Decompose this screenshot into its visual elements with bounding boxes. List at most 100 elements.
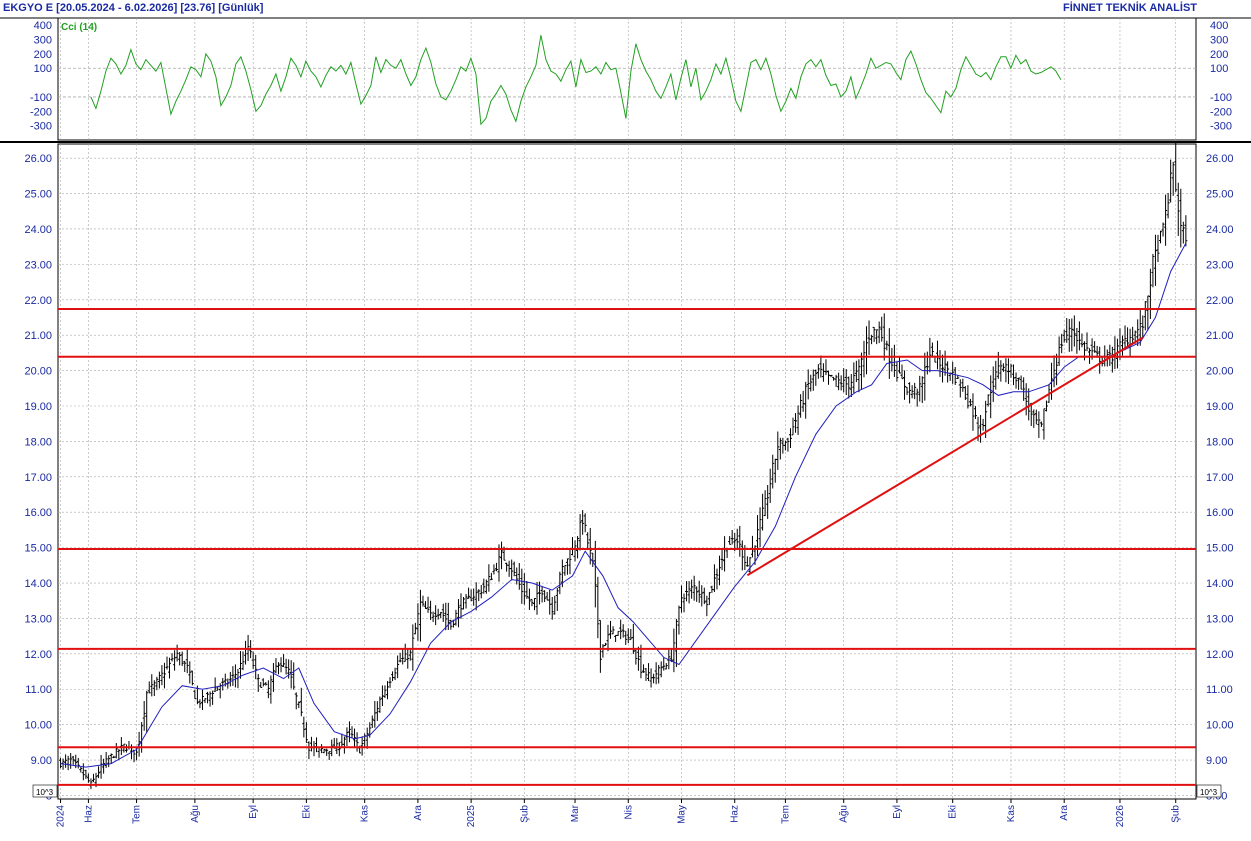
cci-line[interactable] — [90, 35, 1062, 126]
price-bar[interactable] — [302, 716, 306, 738]
price-bar[interactable] — [870, 334, 874, 345]
price-bar[interactable] — [1022, 377, 1026, 401]
trend-line[interactable] — [746, 336, 1144, 577]
price-bar[interactable] — [961, 378, 965, 392]
price-bar[interactable] — [636, 646, 640, 671]
price-bar[interactable] — [809, 374, 813, 392]
price-bar[interactable] — [124, 744, 128, 753]
price-bar[interactable] — [350, 726, 354, 739]
price-bar[interactable] — [1164, 194, 1168, 246]
price-bar[interactable] — [1093, 341, 1097, 353]
price-bar[interactable] — [421, 595, 425, 607]
price-bar[interactable] — [464, 593, 468, 609]
price-bar[interactable] — [953, 367, 957, 385]
price-bar[interactable] — [444, 602, 448, 631]
price-bar[interactable] — [1166, 193, 1170, 219]
price-bar[interactable] — [971, 393, 975, 431]
price-bar[interactable] — [1060, 333, 1064, 354]
price-bar[interactable] — [644, 668, 648, 681]
price-bar[interactable] — [821, 363, 825, 382]
price-bar[interactable] — [391, 671, 395, 682]
price-bar[interactable] — [294, 692, 298, 710]
price-bar[interactable] — [322, 748, 326, 754]
price-bar[interactable] — [859, 352, 863, 390]
price-bar[interactable] — [540, 586, 544, 603]
price-bar[interactable] — [1184, 215, 1188, 247]
price-bar[interactable] — [900, 364, 904, 380]
price-bar[interactable] — [596, 576, 600, 639]
price-bar[interactable] — [416, 603, 420, 641]
price-bar[interactable] — [553, 595, 557, 615]
price-bar[interactable] — [482, 578, 486, 594]
price-bar[interactable] — [142, 700, 146, 731]
price-bar[interactable] — [1098, 346, 1102, 374]
price-bar[interactable] — [768, 468, 772, 503]
price-bar[interactable] — [989, 375, 993, 419]
price-bar[interactable] — [424, 601, 428, 610]
price-bar[interactable] — [750, 535, 754, 558]
price-bar[interactable] — [801, 390, 805, 412]
price-bar[interactable] — [119, 737, 123, 756]
price-bar[interactable] — [854, 360, 858, 383]
price-bar[interactable] — [771, 454, 775, 489]
price-bar[interactable] — [525, 580, 529, 599]
price-bar[interactable] — [383, 685, 387, 698]
price-bar[interactable] — [609, 620, 613, 639]
price-bar[interactable] — [297, 701, 301, 708]
price-bar[interactable] — [687, 581, 691, 604]
price-bar[interactable] — [1146, 295, 1150, 331]
price-bar[interactable] — [892, 344, 896, 377]
price-bar[interactable] — [872, 326, 876, 343]
price-bar[interactable] — [147, 681, 151, 694]
price-bar[interactable] — [264, 681, 268, 686]
price-bar[interactable] — [81, 763, 85, 781]
price-bar[interactable] — [515, 567, 519, 585]
price-bar[interactable] — [472, 588, 476, 606]
price-bar[interactable] — [1156, 234, 1160, 263]
price-bar[interactable] — [913, 382, 917, 400]
price-bar[interactable] — [380, 685, 384, 707]
price-bar[interactable] — [571, 537, 575, 556]
price-bar[interactable] — [852, 362, 856, 393]
price-bar[interactable] — [826, 370, 830, 385]
price-bar[interactable] — [707, 592, 711, 605]
price-bar[interactable] — [406, 649, 410, 669]
price-bar[interactable] — [193, 690, 197, 700]
price-bar[interactable] — [213, 677, 217, 693]
price-bar[interactable] — [165, 656, 169, 670]
price-bar[interactable] — [1042, 408, 1046, 440]
price-bar[interactable] — [1065, 318, 1069, 343]
price-bar[interactable] — [740, 540, 744, 571]
price-bar[interactable] — [877, 321, 881, 344]
price-bar[interactable] — [522, 573, 526, 605]
price-bar[interactable] — [834, 374, 838, 387]
price-bar[interactable] — [819, 355, 823, 378]
price-bar[interactable] — [469, 589, 473, 602]
price-bar[interactable] — [799, 394, 803, 418]
price-bar[interactable] — [652, 673, 656, 684]
price-bar[interactable] — [634, 650, 638, 665]
price-bar[interactable] — [920, 376, 924, 404]
price-bar[interactable] — [190, 670, 194, 686]
price-bar[interactable] — [700, 585, 704, 607]
price-bar[interactable] — [994, 360, 998, 390]
price-bar[interactable] — [505, 562, 509, 572]
price-bar[interactable] — [573, 540, 577, 562]
price-bar[interactable] — [593, 540, 597, 608]
price-bar[interactable] — [603, 642, 607, 647]
price-bar[interactable] — [545, 591, 549, 601]
price-bar[interactable] — [309, 736, 313, 752]
price-bar[interactable] — [705, 595, 709, 617]
price-bar[interactable] — [206, 691, 210, 704]
price-bar[interactable] — [84, 769, 88, 779]
price-bar[interactable] — [535, 581, 539, 615]
price-bar[interactable] — [479, 584, 483, 599]
price-bar[interactable] — [456, 599, 460, 628]
price-bar[interactable] — [393, 667, 397, 681]
price-bar[interactable] — [145, 690, 149, 733]
price-bar[interactable] — [152, 680, 156, 697]
price-bar[interactable] — [1014, 372, 1018, 389]
price-bar[interactable] — [66, 755, 70, 771]
price-bar[interactable] — [109, 753, 113, 764]
price-bar[interactable] — [723, 536, 727, 572]
